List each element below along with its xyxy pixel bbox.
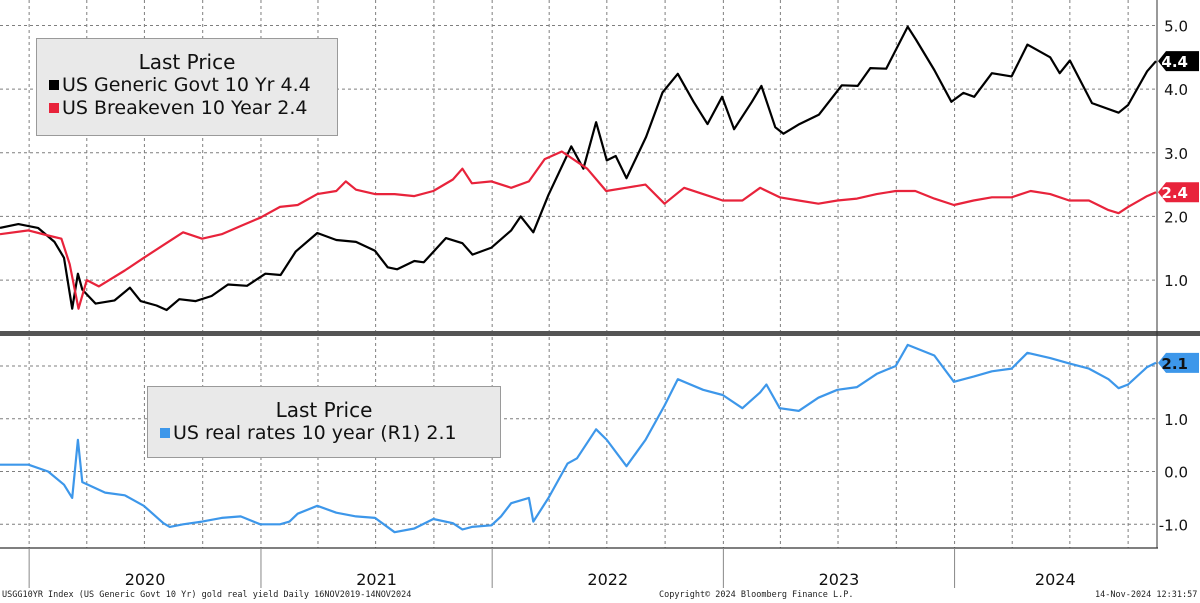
y-tick-label: 0.0	[1164, 464, 1188, 482]
top-legend: Last Price US Generic Govt 10 Yr 4.4 US …	[36, 38, 338, 136]
y-tick-label: 3.0	[1164, 145, 1188, 163]
legend-item-breakeven10y: US Breakeven 10 Year 2.4	[37, 97, 337, 120]
last-value-badge-us-breakeven-10-year: 2.4	[1158, 182, 1199, 203]
legend-swatch-breakeven10y	[49, 102, 59, 113]
x-tick-label: 2022	[587, 570, 628, 589]
x-tick-label: 2023	[819, 570, 860, 589]
legend-label-breakeven10y: US Breakeven 10 Year 2.4	[62, 97, 308, 119]
bottom-legend-title: Last Price	[275, 398, 373, 422]
x-tick-label: 2021	[356, 570, 397, 589]
legend-swatch-real10y	[160, 427, 170, 438]
x-tick-label: 2024	[1035, 570, 1076, 589]
legend-label-real10y: US real rates 10 year (R1) 2.1	[173, 422, 457, 444]
last-value-badge-text: 2.1	[1161, 355, 1188, 373]
y-tick-label: 5.0	[1164, 17, 1188, 35]
y-tick-label: 1.0	[1164, 272, 1188, 290]
y-tick-label: 4.0	[1164, 81, 1188, 99]
series-layer	[0, 25, 1157, 534]
last-value-badge-us-generic-govt-10-yr: 4.4	[1158, 51, 1199, 72]
legend-swatch-govt10y	[49, 79, 59, 90]
series-line-us-real-rates-10-year-r1	[0, 343, 1157, 534]
legend-item-real10y: US real rates 10 year (R1) 2.1	[148, 422, 500, 445]
series-line-us-breakeven-10-year	[0, 150, 1157, 310]
y-tick-label: 1.0	[1164, 411, 1188, 429]
top-legend-title: Last Price	[138, 50, 236, 74]
y-tick-label: 2.0	[1164, 208, 1188, 226]
x-tick-label: 2020	[125, 570, 166, 589]
last-value-badge-text: 4.4	[1161, 53, 1188, 71]
footer-description: USGG10YR Index (US Generic Govt 10 Yr) g…	[2, 590, 412, 600]
series-line-us-generic-govt-10-yr	[0, 25, 1157, 312]
legend-label-govt10y: US Generic Govt 10 Yr 4.4	[62, 74, 311, 96]
legend-item-govt10y: US Generic Govt 10 Yr 4.4	[37, 74, 337, 97]
footer-timestamp: 14-Nov-2024 12:31:57	[1095, 590, 1198, 600]
axis-layer: 1.02.03.04.05.04.42.4-1.00.01.02.02.1202…	[0, 0, 1200, 589]
last-value-badge-us-real-rates-10-year-r1: 2.1	[1158, 352, 1199, 373]
footer-copyright: Copyright© 2024 Bloomberg Finance L.P.	[659, 590, 854, 600]
bottom-legend: Last Price US real rates 10 year (R1) 2.…	[147, 386, 501, 458]
last-value-badge-text: 2.4	[1161, 184, 1188, 202]
y-tick-label: -1.0	[1159, 516, 1188, 534]
panel-divider	[0, 331, 1200, 336]
